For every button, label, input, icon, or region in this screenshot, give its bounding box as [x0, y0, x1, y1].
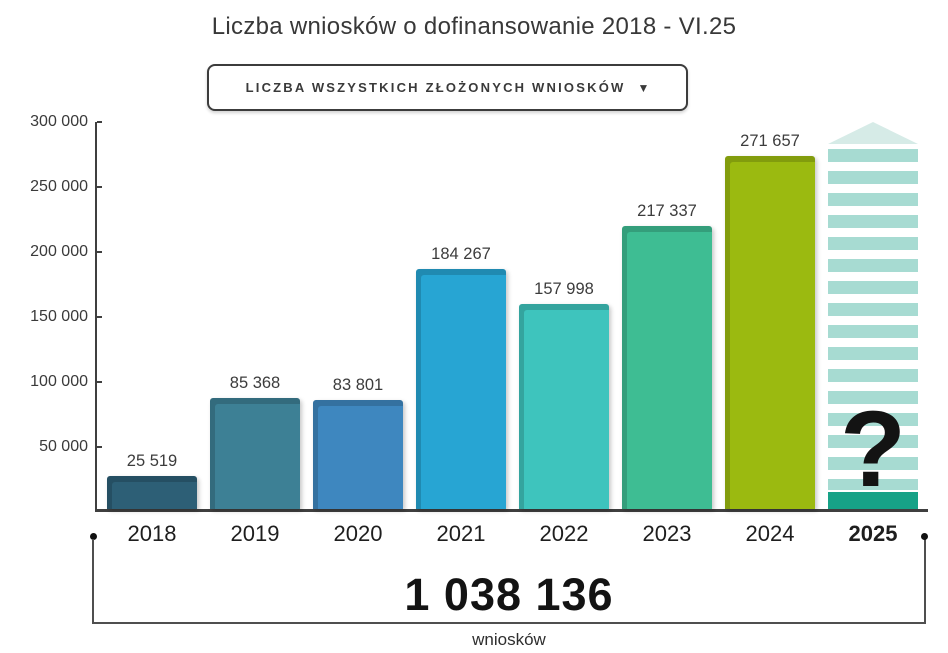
bar-2022 — [519, 304, 609, 509]
bar-value-label-2021: 184 267 — [431, 245, 491, 263]
y-axis-tick-label: 300 000 — [30, 113, 88, 130]
x-axis-label-2020: 2020 — [333, 521, 383, 546]
total-unit: wniosków — [472, 630, 546, 649]
bar-2020 — [313, 400, 403, 509]
projected-bar-stripes — [828, 149, 918, 490]
bracket-dot-right — [921, 533, 928, 540]
y-axis-tick-mark — [97, 251, 102, 253]
projected-bar-arrow-cap — [828, 122, 918, 144]
y-axis-tick-mark — [97, 446, 102, 448]
chevron-down-icon: ▼ — [637, 80, 650, 95]
y-axis-line — [95, 122, 97, 512]
x-axis-label-2019: 2019 — [230, 521, 280, 546]
y-axis-tick-label: 200 000 — [30, 243, 88, 260]
y-axis-tick-mark — [97, 381, 102, 383]
bar-value-label-2018: 25 519 — [126, 452, 178, 470]
x-axis-label-2021: 2021 — [436, 521, 486, 546]
bar-2018 — [107, 476, 197, 509]
bar-value-label-2024: 271 657 — [740, 132, 800, 150]
x-axis-label-2023: 2023 — [642, 521, 692, 546]
filter-dropdown-label: LICZBA WSZYSTKICH ZŁOŻONYCH WNIOSKÓW — [245, 80, 626, 95]
bar-2019 — [210, 398, 300, 509]
x-axis-label-2024: 2024 — [745, 521, 795, 546]
bracket-dot-left — [90, 533, 97, 540]
projected-bar-base — [828, 492, 918, 509]
bar-2021 — [416, 269, 506, 509]
bar-2025-projected: ? — [828, 122, 918, 509]
total-value: 1 038 136 — [404, 569, 614, 620]
bar-value-label-2022: 157 998 — [534, 280, 594, 298]
bar-value-label-2020: 83 801 — [332, 376, 384, 394]
y-axis-tick-mark — [97, 186, 102, 188]
bracket-left-line — [92, 539, 94, 624]
question-mark: ? — [840, 388, 906, 510]
x-axis-label-2018: 2018 — [127, 521, 177, 546]
bracket-right-line — [924, 539, 926, 624]
y-axis-tick-mark — [97, 316, 102, 318]
y-axis-tick-label: 250 000 — [30, 178, 88, 195]
y-axis-tick-label: 150 000 — [30, 308, 88, 325]
bar-2024 — [725, 156, 815, 509]
x-axis-label-2025: 2025 — [848, 521, 898, 546]
x-axis-label-2022: 2022 — [539, 521, 589, 546]
y-axis-tick-mark — [97, 121, 102, 123]
bar-value-label-2023: 217 337 — [637, 202, 697, 220]
chart-title: Liczba wniosków o dofinansowanie 2018 - … — [211, 13, 737, 40]
y-axis-tick-label: 50 000 — [39, 438, 88, 455]
filter-dropdown[interactable]: LICZBA WSZYSTKICH ZŁOŻONYCH WNIOSKÓW ▼ — [207, 64, 688, 111]
y-axis-tick-label: 100 000 — [30, 373, 88, 390]
bracket-bottom-line — [92, 622, 926, 624]
x-axis-line — [95, 509, 928, 512]
bar-2023 — [622, 226, 712, 509]
bar-value-label-2019: 85 368 — [229, 374, 281, 392]
